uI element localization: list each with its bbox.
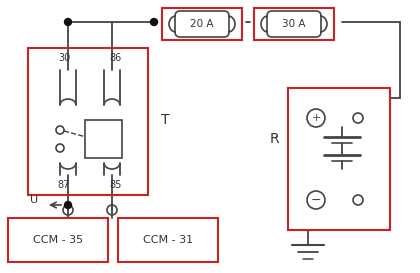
Text: 87: 87 [58,180,70,190]
Bar [8,218,108,262]
Text: CCM - 31: CCM - 31 [143,235,193,245]
Text: 20 A: 20 A [190,19,214,29]
Bar [254,8,334,40]
Text: CCM - 35: CCM - 35 [33,235,83,245]
Bar [288,88,390,230]
Text: 30 A: 30 A [282,19,306,29]
Text: U: U [30,195,38,205]
FancyBboxPatch shape [175,11,229,37]
Circle shape [65,19,71,25]
Text: 30: 30 [58,53,70,63]
Text: T: T [161,113,169,127]
Text: 85: 85 [110,180,122,190]
Bar [28,48,148,195]
Text: R: R [269,132,279,146]
Text: 86: 86 [110,53,122,63]
Circle shape [65,201,71,209]
FancyBboxPatch shape [267,11,321,37]
Text: −: − [311,194,321,206]
Circle shape [150,19,158,25]
Bar [118,218,218,262]
Text: +: + [311,113,321,123]
Bar [85,120,122,158]
Bar [162,8,242,40]
